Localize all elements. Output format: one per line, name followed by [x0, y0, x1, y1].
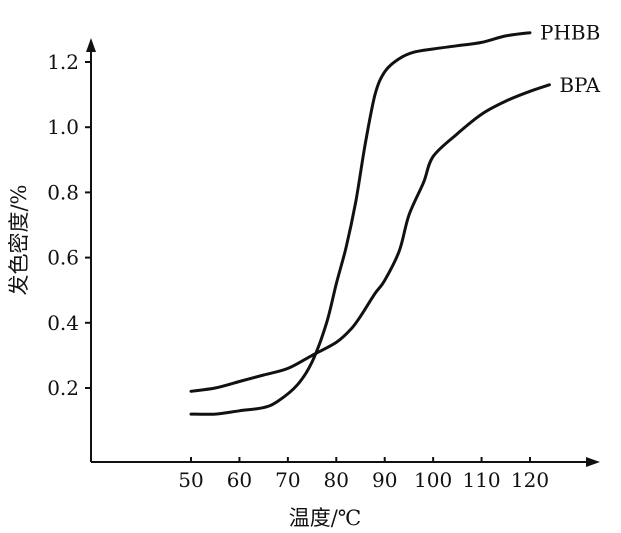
y-tick-label: 0.6	[47, 246, 79, 270]
y-tick-label: 1.2	[47, 50, 79, 74]
x-tick-label: 80	[324, 468, 349, 492]
x-tick-label: 110	[462, 468, 500, 492]
y-tick-label: 1.0	[47, 115, 79, 139]
series-lines	[189, 31, 551, 416]
x-tick-label: 90	[372, 468, 397, 492]
x-tick-label: 50	[178, 468, 203, 492]
y-ticks: 0.2 0.4 0.6 0.8 1.0 1.2	[47, 50, 91, 400]
y-tick-label: 0.2	[47, 376, 79, 400]
x-ticks: 50 60 70 80 90 100 110 120	[178, 457, 549, 492]
series-label-phbb: PHBB	[540, 21, 600, 45]
series-line-bpa	[189, 83, 551, 393]
x-tick-label: 60	[227, 468, 252, 492]
y-axis-title: 发色密度/%	[7, 184, 31, 295]
x-tick-label: 120	[511, 468, 549, 492]
axes	[90, 45, 592, 463]
y-tick-label: 0.8	[47, 180, 79, 204]
x-axis-title: 温度/℃	[289, 506, 362, 530]
y-tick-label: 0.4	[47, 311, 79, 335]
x-axis-arrow	[586, 457, 600, 467]
x-tick-label: 100	[414, 468, 452, 492]
series-label-bpa: BPA	[559, 73, 600, 97]
x-tick-label: 70	[275, 468, 300, 492]
series-labels: PHBB BPA	[540, 21, 601, 97]
series-line-phbb	[189, 31, 532, 416]
y-axis-arrow	[86, 38, 96, 52]
